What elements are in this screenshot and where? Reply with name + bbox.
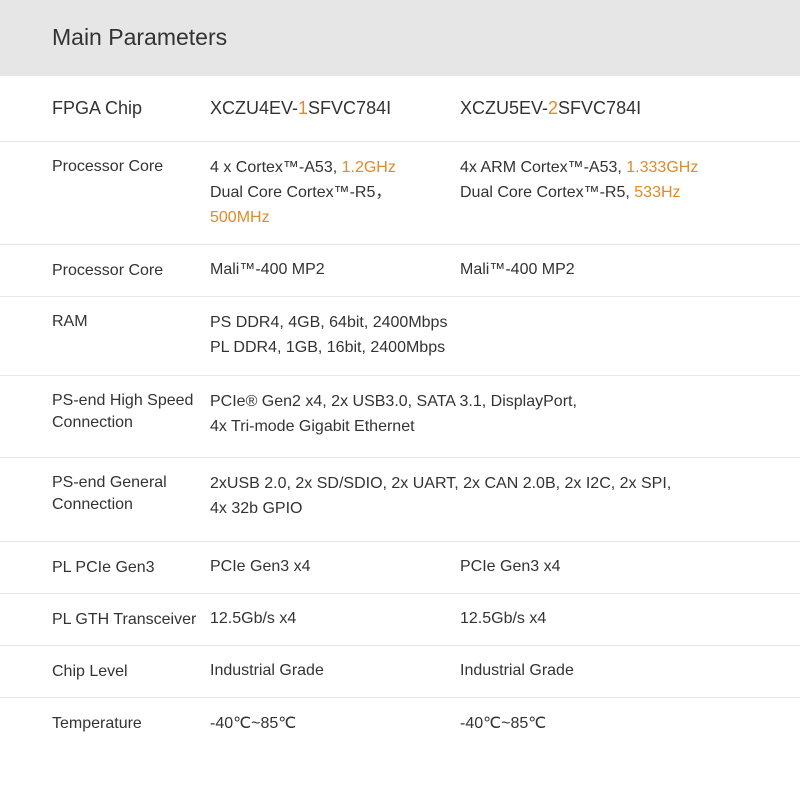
label-fpga: FPGA Chip <box>0 96 210 120</box>
label-temp: Temperature <box>0 713 210 735</box>
row-temperature: Temperature -40℃~85℃ -40℃~85℃ <box>0 698 800 750</box>
row-ps-high-speed: PS-end High Speed Connection PCIe® Gen2 … <box>0 376 800 458</box>
txt: XCZU5EV- <box>460 98 548 118</box>
txt: SFVC784I <box>308 98 391 118</box>
row-chip-level: Chip Level Industrial Grade Industrial G… <box>0 646 800 698</box>
table-title: Main Parameters <box>52 24 227 51</box>
txt: 4x 32b GPIO <box>210 497 780 522</box>
label-pcie: PL PCIe Gen3 <box>0 557 210 579</box>
txt: PL DDR4, 1GB, 16bit, 2400Mbps <box>210 336 780 361</box>
value-gen: 2xUSB 2.0, 2x SD/SDIO, 2x UART, 2x CAN 2… <box>210 472 800 522</box>
txt: Dual Core Cortex™-R5, <box>460 184 634 201</box>
txt: Dual Core Cortex™-R5， <box>210 184 391 201</box>
label-proc2: Processor Core <box>0 260 210 282</box>
spec-table: Main Parameters FPGA Chip XCZU4EV-1SFVC7… <box>0 0 800 750</box>
row-pl-gth: PL GTH Transceiver 12.5Gb/s x4 12.5Gb/s … <box>0 594 800 646</box>
txt: XCZU4EV- <box>210 98 298 118</box>
value-fpga-b: XCZU5EV-2SFVC784I <box>460 95 800 123</box>
label-chip: Chip Level <box>0 661 210 683</box>
txt: 4 x Cortex™-A53, <box>210 159 342 176</box>
value-proc1-b: 4x ARM Cortex™-A53, 1.333GHz Dual Core C… <box>460 156 800 206</box>
txt: PCIe® Gen2 x4, 2x USB3.0, SATA 3.1, Disp… <box>210 390 780 415</box>
txt: SFVC784I <box>558 98 641 118</box>
label-gen: PS-end General Connection <box>0 472 210 515</box>
row-ps-general: PS-end General Connection 2xUSB 2.0, 2x … <box>0 458 800 542</box>
value-proc1-a: 4 x Cortex™-A53, 1.2GHz Dual Core Cortex… <box>210 156 460 230</box>
row-processor-core-2: Processor Core Mali™-400 MP2 Mali™-400 M… <box>0 245 800 297</box>
label-gth: PL GTH Transceiver <box>0 609 210 631</box>
value-gth-b: 12.5Gb/s x4 <box>460 607 800 632</box>
value-pcie-a: PCIe Gen3 x4 <box>210 555 460 580</box>
row-pl-pcie: PL PCIe Gen3 PCIe Gen3 x4 PCIe Gen3 x4 <box>0 542 800 594</box>
highlight: 500MHz <box>210 209 270 226</box>
highlight: 1.333GHz <box>626 159 698 176</box>
value-temp-a: -40℃~85℃ <box>210 712 460 737</box>
txt: 2xUSB 2.0, 2x SD/SDIO, 2x UART, 2x CAN 2… <box>210 472 780 497</box>
txt: 4x Tri-mode Gigabit Ethernet <box>210 415 780 440</box>
value-chip-a: Industrial Grade <box>210 659 460 684</box>
highlight: 2 <box>548 98 558 118</box>
highlight: 533Hz <box>634 184 680 201</box>
table-header: Main Parameters <box>0 0 800 76</box>
highlight: 1.2GHz <box>342 159 396 176</box>
row-fpga: FPGA Chip XCZU4EV-1SFVC784I XCZU5EV-2SFV… <box>0 76 800 142</box>
value-pcie-b: PCIe Gen3 x4 <box>460 555 800 580</box>
value-fpga-a: XCZU4EV-1SFVC784I <box>210 95 460 123</box>
label-hs: PS-end High Speed Connection <box>0 390 210 433</box>
highlight: 1 <box>298 98 308 118</box>
value-proc2-a: Mali™-400 MP2 <box>210 258 460 283</box>
txt: 4x ARM Cortex™-A53, <box>460 159 626 176</box>
txt: PS DDR4, 4GB, 64bit, 2400Mbps <box>210 311 780 336</box>
label-proc1: Processor Core <box>0 156 210 178</box>
value-chip-b: Industrial Grade <box>460 659 800 684</box>
value-proc2-b: Mali™-400 MP2 <box>460 258 800 283</box>
value-ram: PS DDR4, 4GB, 64bit, 2400Mbps PL DDR4, 1… <box>210 311 800 361</box>
value-temp-b: -40℃~85℃ <box>460 712 800 737</box>
row-ram: RAM PS DDR4, 4GB, 64bit, 2400Mbps PL DDR… <box>0 297 800 376</box>
row-processor-core-1: Processor Core 4 x Cortex™-A53, 1.2GHz D… <box>0 142 800 245</box>
value-hs: PCIe® Gen2 x4, 2x USB3.0, SATA 3.1, Disp… <box>210 390 800 440</box>
label-ram: RAM <box>0 311 210 333</box>
value-gth-a: 12.5Gb/s x4 <box>210 607 460 632</box>
